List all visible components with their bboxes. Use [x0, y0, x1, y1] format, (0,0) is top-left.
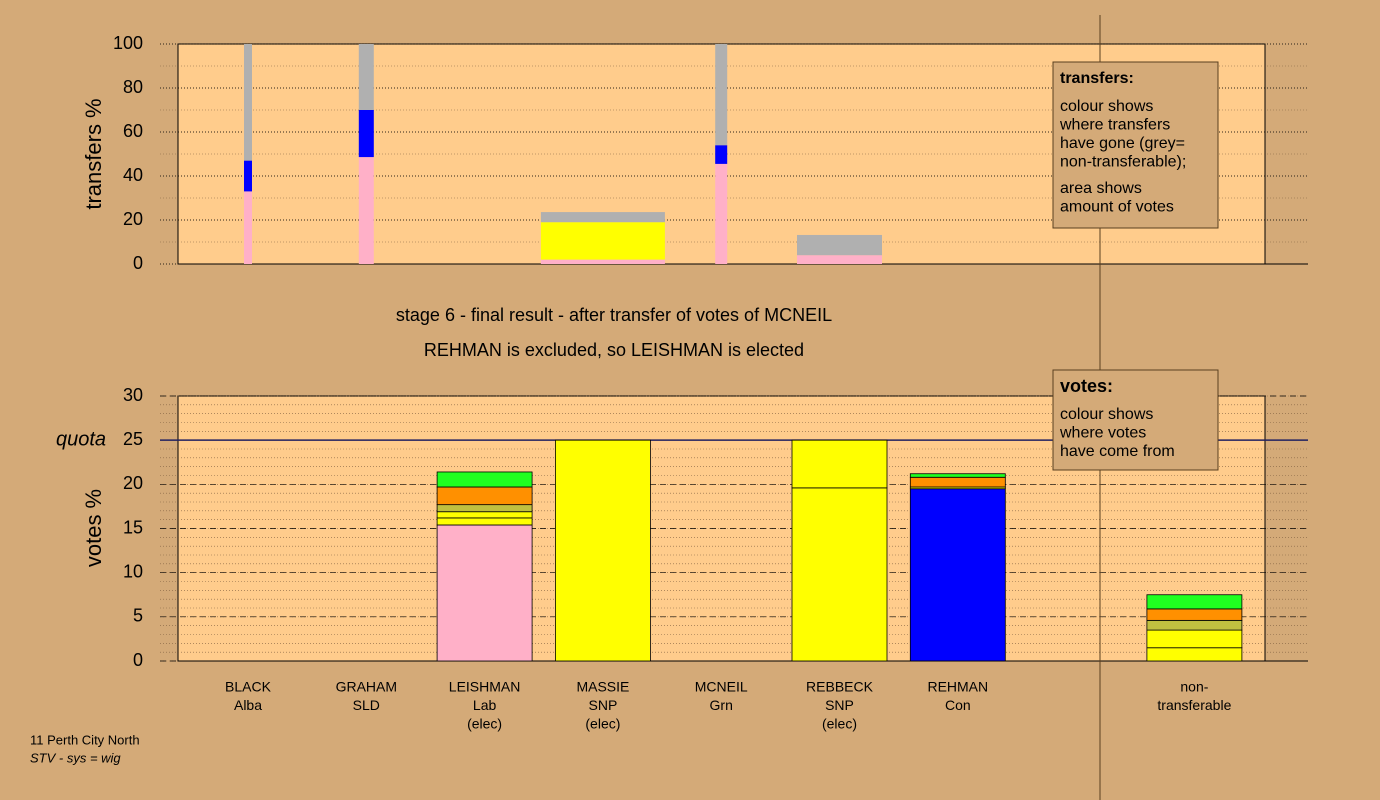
x-tick-label: SLD	[353, 697, 380, 713]
bar-segment	[715, 44, 728, 146]
bar-segment	[358, 44, 374, 110]
legend-text: have come from	[1060, 443, 1175, 460]
bar-segment	[715, 145, 728, 164]
legend-text: colour shows	[1060, 406, 1153, 423]
x-tick-label: LEISHMAN	[449, 679, 521, 695]
y-tick-label: 0	[133, 650, 143, 670]
bar-segment	[555, 439, 651, 662]
legend-text: colour shows	[1060, 98, 1153, 115]
legend-text: where transfers	[1059, 117, 1170, 134]
bar-segment	[715, 163, 728, 264]
bar-segment	[791, 487, 888, 662]
x-tick-label: transferable	[1157, 697, 1231, 713]
x-tick-label: non-	[1180, 679, 1208, 695]
bar-segment	[436, 471, 533, 488]
y-tick-label: 25	[123, 429, 143, 449]
bar-segment	[244, 191, 252, 264]
y-tick-label: 20	[123, 473, 143, 493]
legend-box	[1052, 61, 1219, 229]
legend-text: non-transferable);	[1060, 154, 1186, 171]
bar-segment	[436, 504, 533, 513]
bar-segment	[436, 524, 533, 662]
bar-segment	[1146, 629, 1243, 649]
bar-segment	[1146, 594, 1243, 610]
x-tick-label: (elec)	[585, 716, 620, 732]
y-tick-label: 15	[123, 517, 143, 537]
y-tick-label: 0	[133, 253, 143, 273]
bar-segment	[436, 511, 533, 519]
legend-box	[1052, 369, 1219, 471]
x-tick-label: REHMAN	[927, 679, 988, 695]
bar-segment	[436, 486, 533, 506]
x-tick-label: Lab	[473, 697, 497, 713]
x-tick-label: REBBECK	[806, 679, 874, 695]
bar-segment	[797, 234, 882, 256]
x-tick-label: (elec)	[467, 716, 502, 732]
footer-text: 11 Perth City North	[30, 732, 140, 747]
bar-segment	[909, 488, 1006, 662]
legend-text: amount of votes	[1060, 199, 1174, 216]
bar-segment	[540, 212, 665, 223]
bar-segment	[244, 44, 252, 161]
x-tick-label: Grn	[710, 697, 733, 713]
chart-subtitle: REHMAN is excluded, so LEISHMAN is elect…	[424, 340, 804, 360]
bar-segment	[791, 439, 888, 489]
bar-segment	[358, 110, 374, 158]
chart-title: stage 6 - final result - after transfer …	[396, 305, 832, 325]
bar-segment	[797, 255, 882, 264]
x-tick-label: Con	[945, 697, 971, 713]
x-tick-label: SNP	[825, 697, 854, 713]
x-tick-label: MASSIE	[576, 679, 629, 695]
legend-text: area shows	[1060, 180, 1142, 197]
legend-title: transfers:	[1060, 70, 1134, 87]
legend-title: votes:	[1060, 376, 1113, 396]
x-tick-label: SNP	[589, 697, 618, 713]
bar-segment	[909, 473, 1006, 478]
bar-segment	[244, 160, 252, 192]
x-tick-label: (elec)	[822, 716, 857, 732]
y-tick-label: 60	[123, 121, 143, 141]
bar-segment	[1146, 619, 1243, 631]
bar-segment	[358, 157, 374, 264]
bar-segment	[540, 259, 665, 264]
bar-segment	[436, 517, 533, 526]
y-axis-label: transfers %	[81, 98, 106, 209]
x-tick-label: BLACK	[225, 679, 272, 695]
y-tick-label: 30	[123, 385, 143, 405]
x-tick-label: MCNEIL	[695, 679, 748, 695]
y-tick-label: 10	[123, 561, 143, 581]
bar-segment	[1146, 647, 1243, 662]
y-tick-label: 5	[133, 606, 143, 626]
bar-segment	[540, 222, 665, 260]
legend-text: have gone (grey=	[1060, 135, 1185, 152]
quota-label: quota	[56, 428, 106, 450]
bar-segment	[909, 476, 1006, 488]
legend-text: where votes	[1059, 425, 1146, 442]
x-tick-label: GRAHAM	[336, 679, 397, 695]
bar-segment	[1146, 608, 1243, 621]
y-tick-label: 100	[113, 33, 143, 53]
x-tick-label: Alba	[234, 697, 262, 713]
footer-text: STV - sys = wig	[30, 750, 121, 765]
y-tick-label: 80	[123, 77, 143, 97]
y-tick-label: 20	[123, 209, 143, 229]
y-tick-label: 40	[123, 165, 143, 185]
y-axis-label: votes %	[81, 489, 106, 567]
